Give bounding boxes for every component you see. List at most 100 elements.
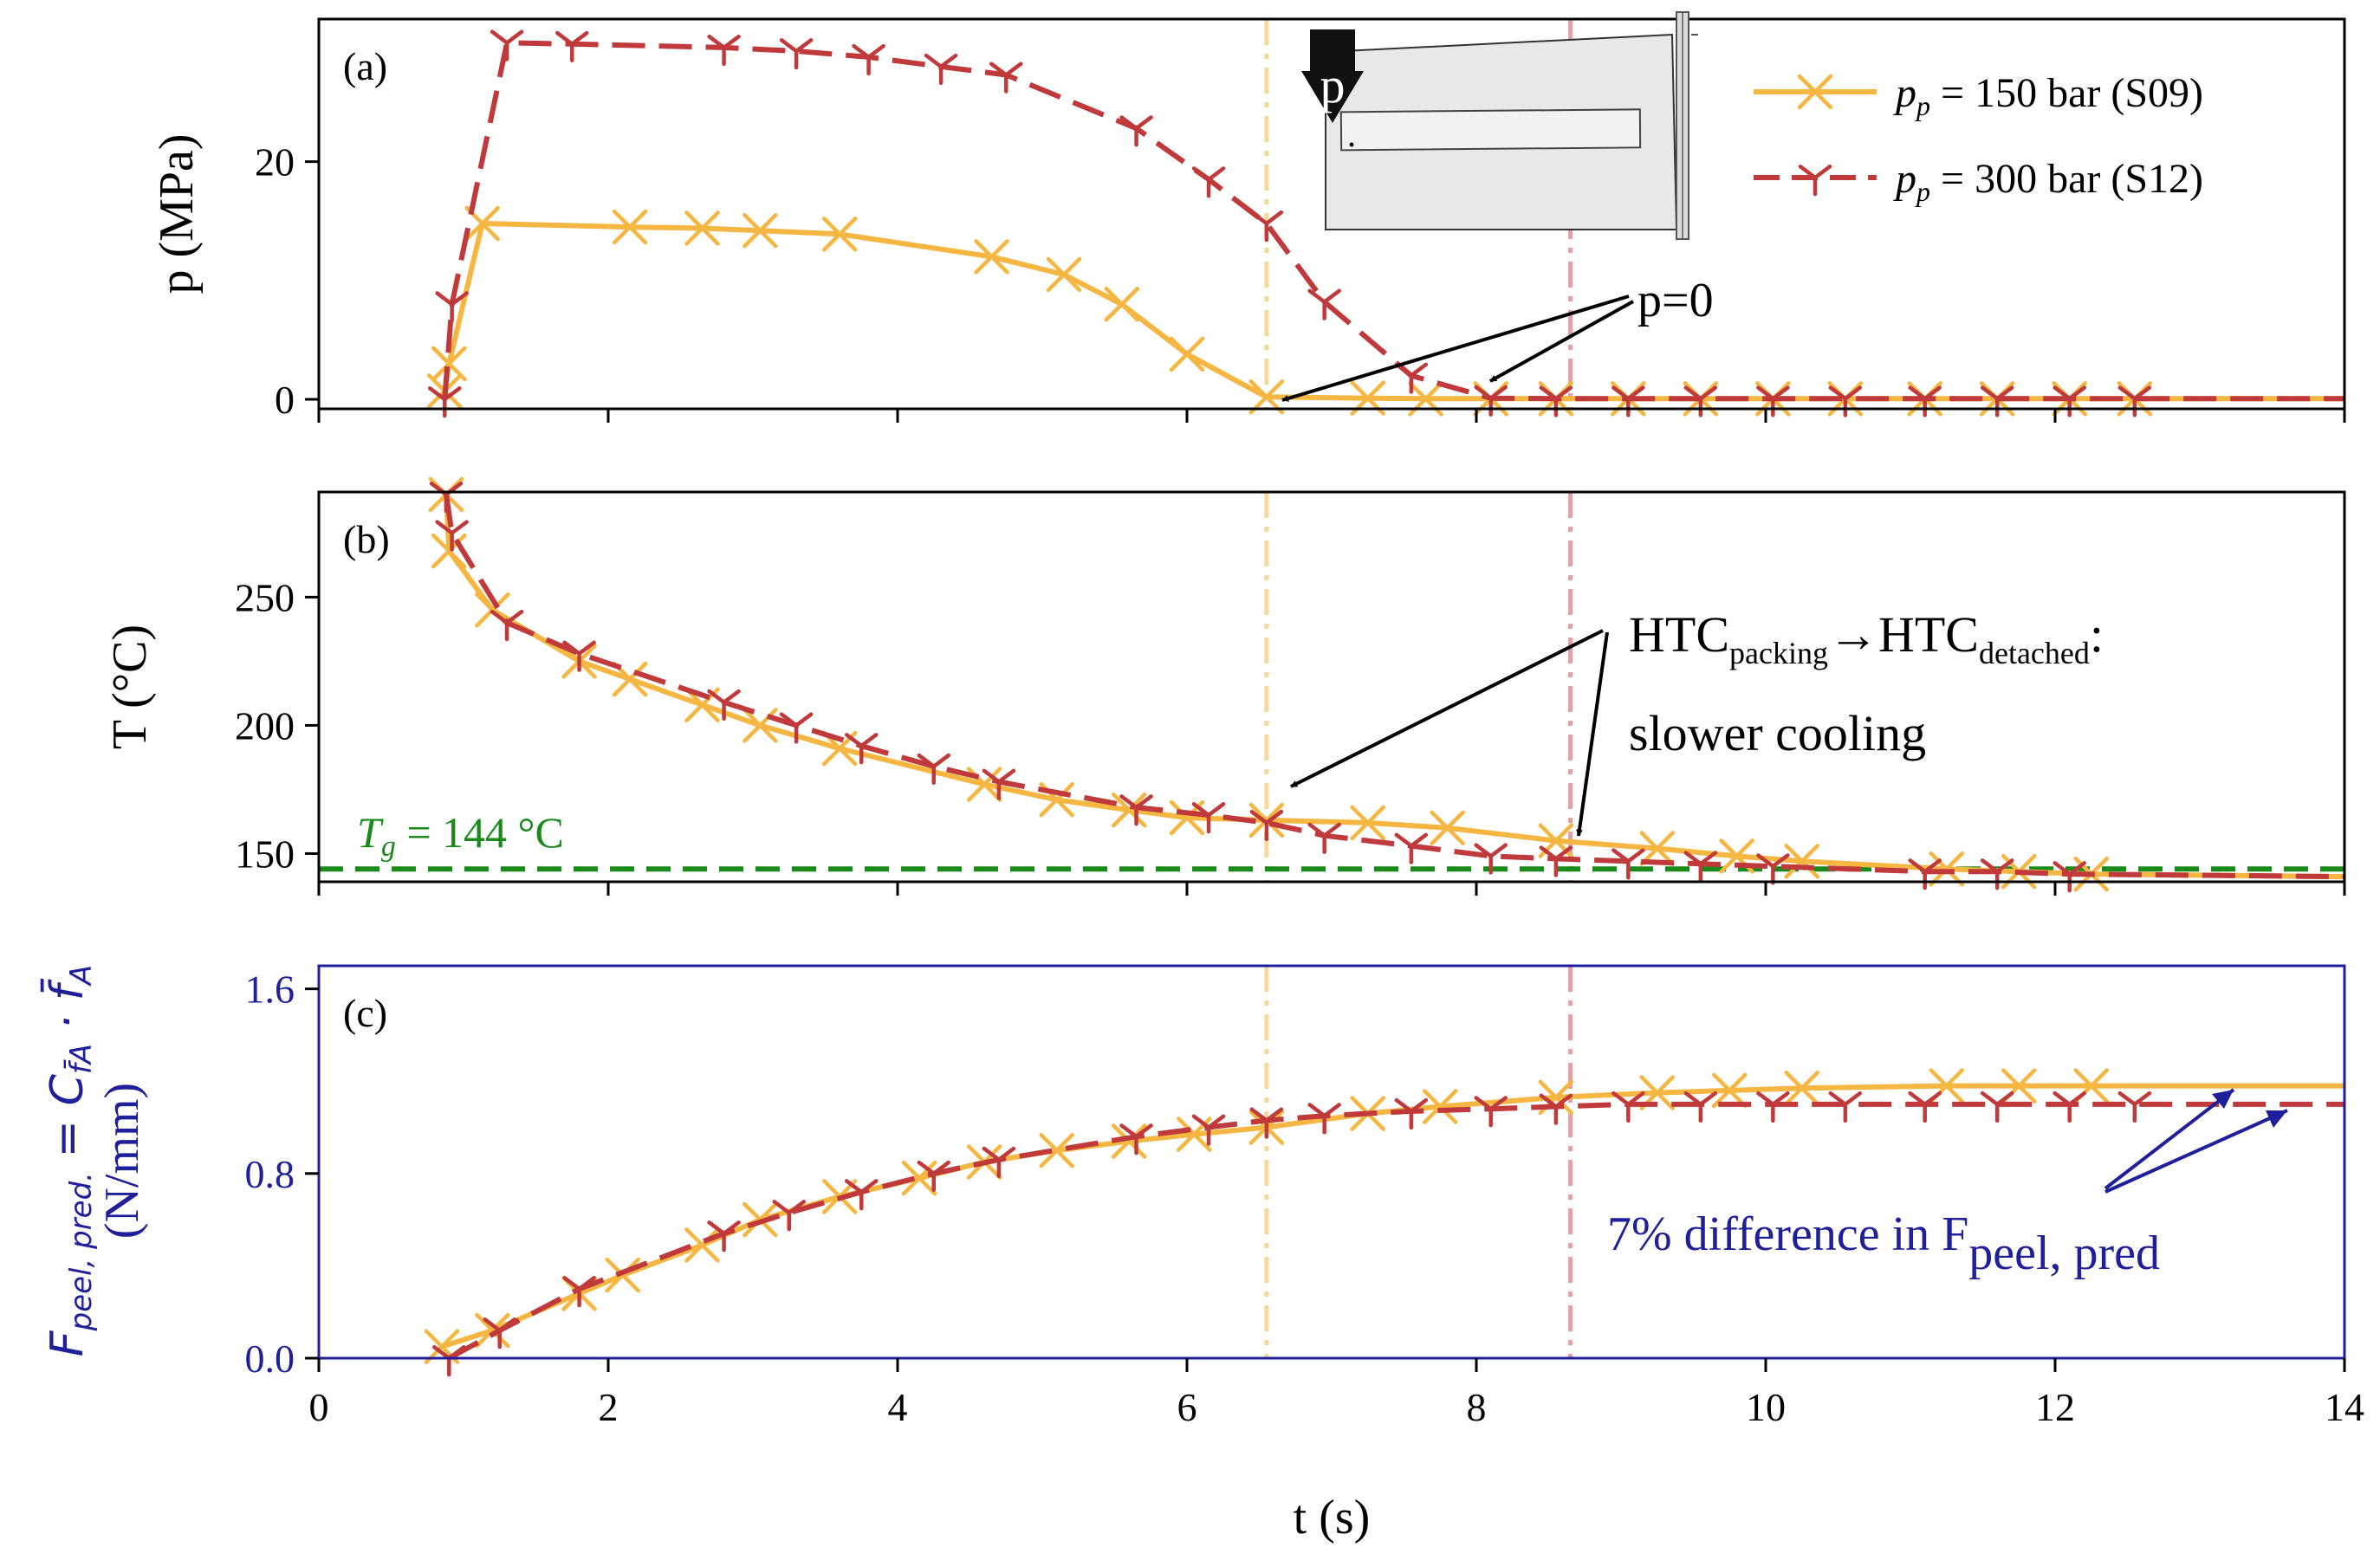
panel-b-series	[428, 476, 2345, 893]
marker-s12-9	[1119, 115, 1153, 147]
marker-s09-11	[1248, 379, 1285, 415]
marker-s12-10	[1191, 166, 1226, 198]
marker-s12-12	[1394, 1097, 1429, 1130]
series-line-s09	[440, 1083, 2344, 1350]
marker-s12-9	[1191, 1114, 1226, 1146]
marker-s12-19	[1828, 385, 1863, 418]
series-line-s12	[444, 494, 2345, 880]
marker-s12-21	[2053, 1091, 2086, 1123]
marker-s12-10	[1191, 802, 1226, 834]
arrow-7pct-s12	[2104, 1109, 2288, 1194]
svg-text:Tg = 144 °C: Tg = 144 °C	[357, 808, 564, 863]
inset-sketch: p	[1301, 11, 1698, 240]
marker-s12-16	[1612, 385, 1645, 418]
marker-s12-21	[1980, 385, 2014, 418]
arrowhead-7pct-s09	[2212, 1090, 2234, 1109]
series-line-s12	[447, 1101, 2344, 1361]
annot-7pct: 7% difference in F	[1607, 1207, 1968, 1261]
marker-s12-14	[1474, 843, 1508, 875]
marker-s09-7	[974, 239, 1009, 275]
marker-s12-12	[1307, 288, 1341, 320]
marker-s12-7	[924, 53, 958, 86]
xtick-label: 14	[2325, 1385, 2364, 1429]
marker-s09-10	[1111, 1123, 1147, 1159]
marker-s12-1	[435, 520, 469, 552]
marker-s09-4	[684, 210, 720, 246]
svg-text:pp = 300 bar (S12): pp = 300 bar (S12)	[1893, 156, 2203, 207]
ytick-label: 0.0	[245, 1337, 295, 1381]
panel-c-vlines	[1264, 966, 1573, 1358]
ytick-label: 200	[235, 703, 295, 748]
marker-s12-12	[1307, 822, 1341, 854]
panel-b-label: (b)	[343, 517, 390, 561]
ylabel-c-tail-sub: A	[64, 965, 99, 987]
marker-s12-4	[707, 689, 741, 722]
marker-s12-6	[852, 43, 885, 76]
panel-c-ticks: 0.0 0.8 1.6 0 2 4 6 8 10 12 14	[245, 968, 2365, 1429]
xtick-label: 12	[2035, 1385, 2075, 1429]
marker-s09-5	[743, 212, 778, 249]
marker-s09-18	[1784, 1070, 1819, 1106]
ytick-label: 0.8	[245, 1152, 295, 1196]
xtick-label: 2	[599, 1385, 619, 1429]
marker-s09-19	[1929, 851, 1964, 887]
legend-item-s12: pp = 300 bar (S12)	[1754, 156, 2203, 207]
marker-s12-3	[707, 1220, 741, 1253]
marker-s12-5	[845, 1179, 879, 1211]
legend-label-s09-p: p	[1893, 70, 1916, 116]
ytick-label: 20	[255, 140, 295, 184]
marker-s09-8	[1046, 256, 1082, 293]
marker-s09-14	[1423, 1089, 1458, 1124]
marker-s12-20	[1908, 385, 1942, 418]
tg-label-t: T	[357, 808, 384, 857]
marker-s12-15	[1612, 1091, 1645, 1123]
panel-b-ticks: 150 200 250	[235, 575, 2346, 896]
marker-s12-17	[1756, 1091, 1790, 1123]
arrow-htc-s09	[1290, 629, 1604, 788]
marker-s12-16	[1683, 1091, 1718, 1123]
marker-s09-10	[1169, 336, 1205, 372]
panel-c-frame	[317, 964, 2346, 1360]
panel-c: 0.0 0.8 1.6 0 2 4 6 8 10 12 14 (c) Fpeel, pred. = …	[41, 964, 2365, 1544]
marker-s12-1	[435, 291, 469, 323]
xtick-label: 8	[1467, 1385, 1487, 1429]
marker-s12-7	[917, 753, 950, 786]
marker-s12-13	[1394, 832, 1429, 864]
svg-text:Fpeel, pred. = Cf̄A · f̄A: Fpeel, pred. = Cf̄A · f̄A	[41, 965, 99, 1357]
marker-s09-7	[901, 1160, 937, 1196]
marker-s12-22	[2053, 385, 2086, 418]
arrowhead-7pct-s12	[2266, 1110, 2287, 1128]
marker-s12-8	[1119, 1123, 1153, 1155]
marker-s12-3	[562, 640, 596, 672]
panel-a-label: (a)	[343, 44, 387, 88]
htc-arrow: →	[1828, 606, 1878, 663]
x-axis-label: t (s)	[1294, 1491, 1371, 1544]
arrow-7pct-s09	[2104, 1088, 2235, 1190]
htc-colon: :	[2090, 606, 2104, 663]
xtick-label: 0	[309, 1385, 329, 1429]
legend-label-s12-sub: p	[1915, 176, 1930, 207]
ytick-label: 0	[275, 378, 295, 422]
marker-s12-16	[1612, 848, 1645, 880]
panel-b-frame	[317, 490, 2346, 884]
panel-b-vlines	[1264, 492, 1573, 882]
marker-s12-15	[1539, 845, 1573, 877]
xtick-label: 10	[1746, 1385, 1786, 1429]
ytick-label: 1.6	[245, 968, 295, 1012]
htc-main2: HTC	[1878, 606, 1979, 663]
ylabel-c-sub2: f̄A	[63, 1044, 99, 1074]
marker-s09-18	[1784, 844, 1819, 879]
htc-main: HTC	[1629, 606, 1729, 663]
arrow-p0-s12	[1489, 300, 1634, 383]
marker-s12-11	[1249, 809, 1284, 842]
marker-s12-18	[1828, 1091, 1863, 1123]
legend: p p = 150 bar (S09) pp = 300 bar (S12)	[1754, 70, 2203, 207]
xtick-label: 4	[888, 1385, 908, 1429]
legend-label-s09: = 150 bar (S09)	[1930, 70, 2203, 116]
panel-a-frame	[317, 17, 2346, 411]
marker-s09-9	[1039, 1132, 1074, 1168]
marker-s12-2	[562, 1276, 596, 1308]
legend-label-s12: = 300 bar (S12)	[1930, 156, 2203, 202]
